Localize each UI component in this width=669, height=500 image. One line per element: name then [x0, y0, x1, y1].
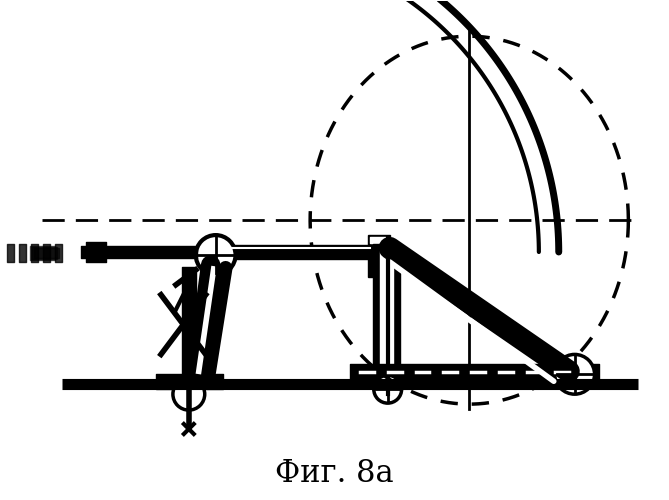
Bar	[368, 235, 389, 277]
Circle shape	[196, 235, 235, 275]
Circle shape	[374, 376, 401, 403]
Circle shape	[555, 354, 595, 394]
Text: Фиг. 8а: Фиг. 8а	[275, 458, 393, 490]
Circle shape	[173, 378, 205, 410]
